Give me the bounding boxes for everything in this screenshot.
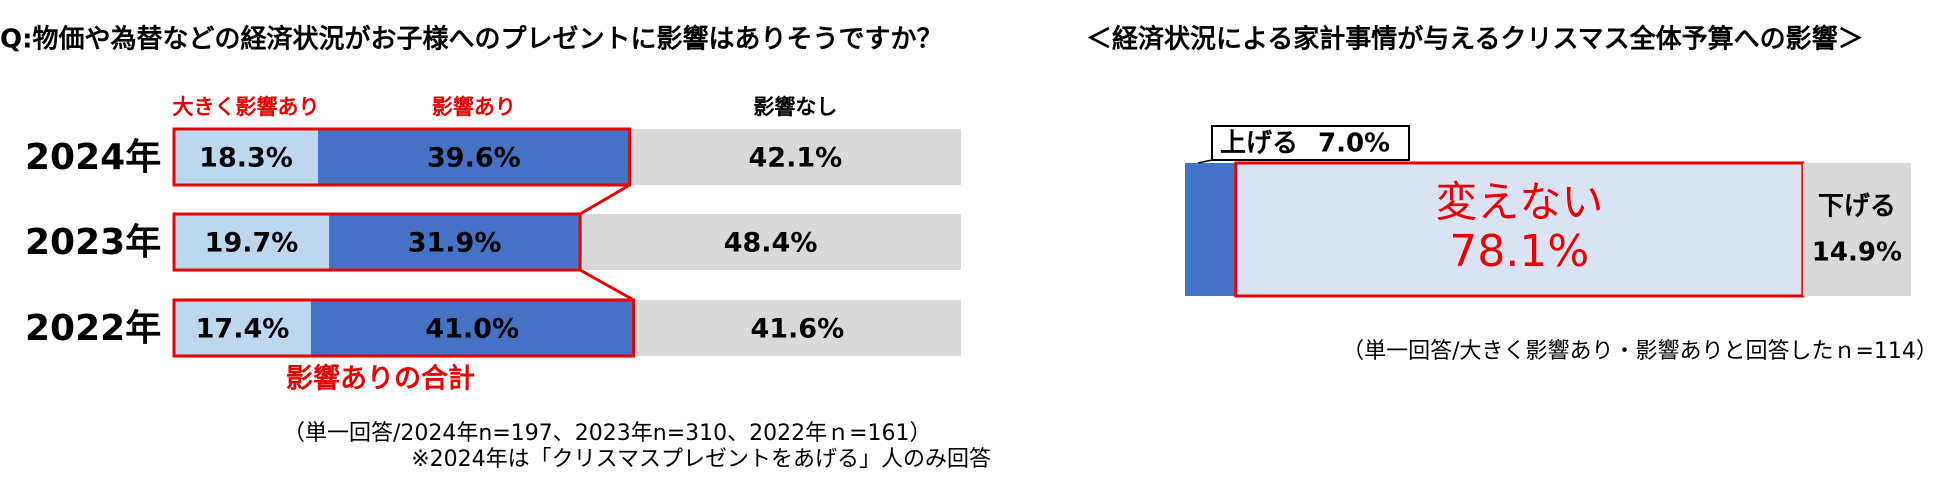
bar-segment — [329, 214, 581, 270]
value-label: 14.9% — [1812, 238, 1902, 268]
y-tick-label: 2022年 — [25, 308, 161, 349]
y-tick-label: 2024年 — [25, 137, 161, 178]
label-box — [1211, 125, 1410, 161]
value-label: 41.6% — [750, 314, 844, 345]
chart-title: ＜経済状況による家計事情が与えるクリスマス全体予算への影響＞ — [1086, 24, 1864, 55]
value-label: 78.1% — [1449, 226, 1589, 277]
value-label: 48.4% — [724, 228, 818, 259]
note: （単一回答/2024年n=197、2023年n=310、2022年ｎ=161） — [283, 421, 932, 446]
bar-segment — [1802, 163, 1911, 296]
value-label: 7.0% — [1318, 129, 1390, 159]
value-label: 42.1% — [749, 143, 843, 174]
value-label: 18.3% — [199, 143, 293, 174]
bar-segment — [1185, 163, 1236, 296]
bar-segment — [174, 300, 311, 356]
leader-line — [1197, 159, 1213, 164]
legend-label: 影響なし — [753, 95, 837, 119]
bar-segment — [310, 300, 634, 356]
bar-segment — [633, 300, 961, 356]
note: ※2024年は「クリスマスプレゼントをあげる」人のみ回答 — [411, 447, 991, 472]
note: （単一回答/大きく影響あり・影響ありと回答したｎ=114） — [1342, 339, 1938, 364]
highlight-box — [172, 212, 582, 272]
bar-segment — [1234, 161, 1805, 298]
value-label: 39.6% — [427, 143, 521, 174]
bar-segment — [174, 214, 330, 270]
connector — [579, 183, 631, 216]
value-label: 41.0% — [425, 314, 519, 345]
bar-segment — [580, 214, 961, 270]
legend-label: 影響あり — [432, 95, 516, 119]
bar-segment — [318, 129, 630, 185]
series-label: 変えない — [1435, 178, 1603, 227]
chart-title: Q:物価や為替などの経済状況がお子様へのプレゼントに影響はありそうですか？ — [0, 24, 943, 55]
y-tick-label: 2023年 — [25, 222, 161, 263]
value-label: 17.4% — [196, 314, 290, 345]
bar-segment — [174, 129, 319, 185]
series-label: 上げる — [1220, 129, 1298, 159]
value-label: 19.7% — [205, 228, 299, 259]
bar-segment — [629, 129, 961, 185]
connector — [579, 268, 635, 302]
highlight-box — [172, 127, 632, 187]
highlight-box — [172, 298, 636, 358]
series-label: 下げる — [1818, 192, 1896, 222]
annotation: 影響ありの合計 — [286, 363, 475, 395]
value-label: 31.9% — [408, 228, 502, 259]
legend-label: 大きく影響あり — [173, 95, 320, 119]
